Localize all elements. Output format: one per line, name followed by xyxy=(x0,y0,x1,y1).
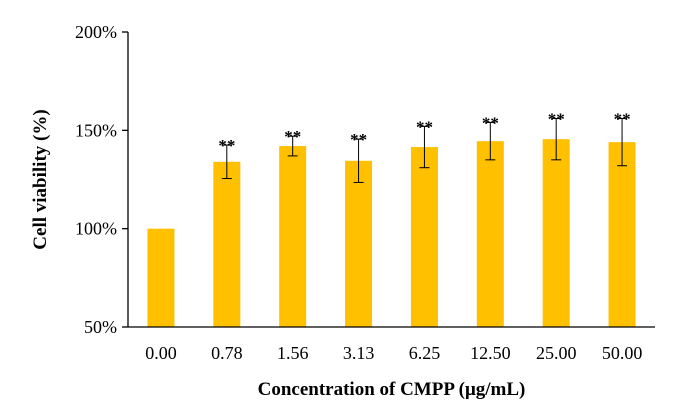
error-bars xyxy=(221,118,628,183)
significance-label: ** xyxy=(284,127,301,146)
x-tick-label: 0.00 xyxy=(145,343,177,363)
significance-label: ** xyxy=(548,110,565,129)
significance-label: ** xyxy=(218,136,235,155)
y-tick-label: 100% xyxy=(75,219,117,239)
y-tick-label: 150% xyxy=(75,120,117,140)
significance-label: ** xyxy=(416,117,433,136)
significance-label: ** xyxy=(482,113,499,132)
bar xyxy=(608,142,636,327)
x-tick-label: 50.00 xyxy=(602,343,643,363)
x-tick-label: 6.25 xyxy=(409,343,441,363)
bar xyxy=(147,228,175,327)
bar xyxy=(410,147,438,327)
x-axis-tick-labels: 0.00 0.78 1.56 3.13 6.25 12.50 25.00 50.00 xyxy=(145,343,642,363)
x-tick-label: 3.13 xyxy=(343,343,375,363)
bar xyxy=(345,160,373,327)
x-tick-label: 12.50 xyxy=(470,343,511,363)
significance-label: ** xyxy=(350,130,367,149)
x-axis-title: Concentration of CMPP (μg/mL) xyxy=(258,379,526,400)
bar xyxy=(476,141,504,327)
x-tick-label: 1.56 xyxy=(277,343,309,363)
bar xyxy=(213,161,241,327)
y-tick-label: 50% xyxy=(84,317,117,337)
significance-labels: ** ** ** ** ** ** ** xyxy=(218,110,630,156)
y-axis-title: Cell viability (%) xyxy=(30,109,51,249)
bar xyxy=(542,139,570,327)
y-tick-label: 200% xyxy=(75,22,117,42)
significance-label: ** xyxy=(614,110,631,129)
bars xyxy=(147,139,636,327)
x-tick-label: 25.00 xyxy=(536,343,577,363)
x-tick-label: 0.78 xyxy=(211,343,243,363)
bar xyxy=(279,146,307,327)
y-axis-ticks: 50% 100% 150% 200% xyxy=(75,22,128,337)
